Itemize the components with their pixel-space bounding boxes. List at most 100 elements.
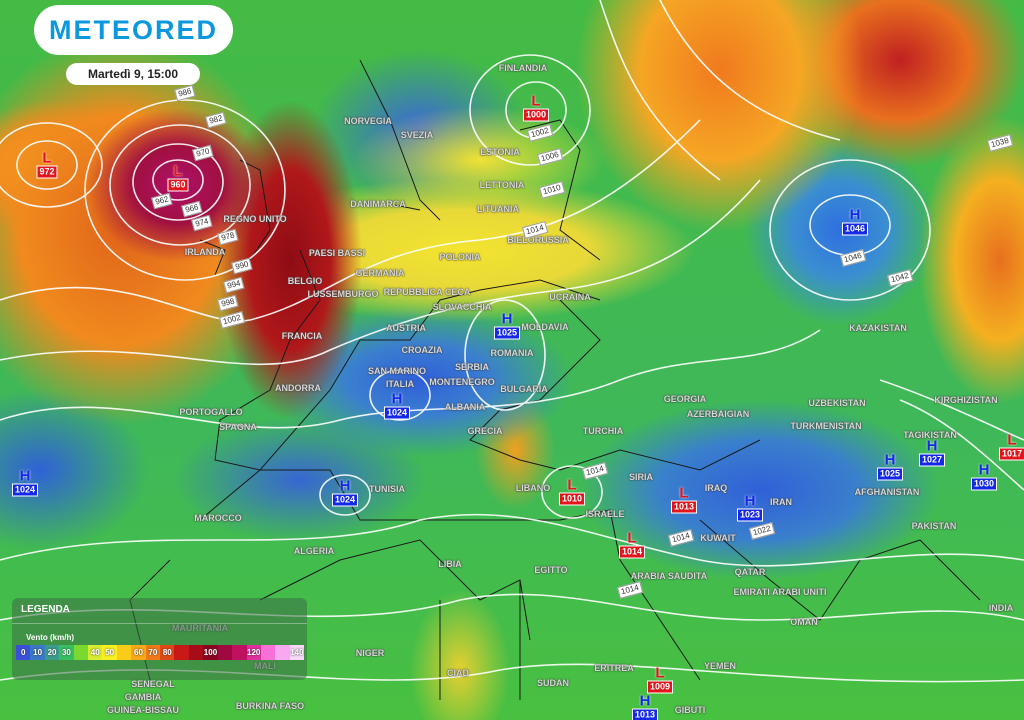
pressure-letter: H bbox=[978, 461, 990, 479]
country-label: KIRGHIZISTAN bbox=[934, 395, 998, 405]
legend-step bbox=[275, 645, 290, 660]
country-label: BULGARIA bbox=[500, 384, 548, 394]
legend-step: 10 bbox=[30, 645, 45, 660]
country-label: AUSTRIA bbox=[386, 323, 426, 333]
country-label: AFGHANISTAN bbox=[854, 487, 920, 497]
country-label: BURKINA FASO bbox=[235, 701, 305, 711]
country-label: KUWAIT bbox=[700, 533, 736, 543]
country-label: LIBANO bbox=[515, 483, 551, 493]
low-pressure-center[interactable]: L 1013 bbox=[670, 484, 698, 514]
high-pressure-center[interactable]: H 1024 bbox=[331, 477, 359, 507]
country-label: ALBANIA bbox=[444, 402, 486, 412]
high-pressure-center[interactable]: H 1027 bbox=[918, 439, 946, 467]
pressure-value: 1046 bbox=[841, 222, 869, 236]
country-label: ANDORRA bbox=[275, 383, 321, 393]
pressure-letter: L bbox=[679, 484, 689, 502]
legend-step: 80 bbox=[160, 645, 175, 660]
high-pressure-center[interactable]: H 1024 bbox=[383, 392, 411, 420]
pressure-letter: L bbox=[42, 149, 52, 167]
low-pressure-center[interactable]: L 1017 bbox=[998, 433, 1024, 461]
high-pressure-center[interactable]: H 1013 bbox=[631, 692, 659, 720]
low-pressure-center[interactable]: L 1010 bbox=[558, 476, 586, 506]
country-label: TAGIKISTAN bbox=[903, 430, 957, 440]
legend-panel: LEGENDA Vento (km/h) 0 10 20 30 40 50 60 70 80 10… bbox=[12, 598, 307, 680]
high-pressure-center[interactable]: H 1024 bbox=[11, 467, 39, 497]
pressure-value: 1024 bbox=[11, 483, 39, 497]
country-label: BELGIO bbox=[287, 276, 323, 286]
high-pressure-center[interactable]: H 1025 bbox=[876, 451, 904, 481]
meteored-logo[interactable]: METEORED bbox=[34, 5, 233, 55]
pressure-value: 1013 bbox=[670, 500, 698, 514]
country-label: IRAQ bbox=[704, 483, 728, 493]
legend-step: 20 bbox=[44, 645, 60, 660]
country-label: ROMANIA bbox=[490, 348, 534, 358]
high-pressure-center[interactable]: H 1046 bbox=[841, 206, 869, 236]
high-pressure-center[interactable]: H 1025 bbox=[493, 310, 521, 340]
country-label: TURKMENISTAN bbox=[790, 421, 862, 431]
country-label: PORTOGALLO bbox=[179, 407, 243, 417]
country-label: FINLANDIA bbox=[498, 63, 548, 73]
country-label: ALGERIA bbox=[293, 546, 335, 556]
pressure-letter: H bbox=[884, 451, 896, 469]
high-pressure-center[interactable]: H 1023 bbox=[736, 494, 764, 522]
country-label: DANIMARCA bbox=[350, 199, 406, 209]
country-label: ARABIA SAUDITA bbox=[630, 571, 708, 581]
legend-step bbox=[116, 645, 132, 660]
pressure-letter: H bbox=[639, 692, 651, 710]
country-label: SLOVACCHIA bbox=[432, 302, 492, 312]
legend-step bbox=[217, 645, 233, 660]
legend-step: 40 bbox=[88, 645, 103, 660]
low-pressure-center[interactable]: L 1009 bbox=[646, 664, 674, 694]
pressure-letter: L bbox=[627, 529, 637, 547]
country-label: INDIA bbox=[988, 603, 1014, 613]
pressure-value: 1030 bbox=[970, 477, 998, 491]
country-label: CROAZIA bbox=[401, 345, 443, 355]
country-label: NIGER bbox=[355, 648, 385, 658]
pressure-value: 1014 bbox=[618, 545, 646, 559]
country-label: LUSSEMBURGO bbox=[307, 289, 379, 299]
pressure-value: 1010 bbox=[558, 492, 586, 506]
country-label: IRLANDA bbox=[184, 247, 226, 257]
low-pressure-center[interactable]: L 972 bbox=[36, 149, 58, 179]
low-pressure-center[interactable]: L 1014 bbox=[618, 529, 646, 559]
country-label: FRANCIA bbox=[281, 331, 323, 341]
legend-step: 140 bbox=[289, 645, 305, 660]
legend-step: 0 bbox=[16, 645, 31, 660]
country-label: NORVEGIA bbox=[344, 116, 392, 126]
pressure-letter: L bbox=[567, 476, 577, 494]
country-label: MAROCCO bbox=[194, 513, 242, 523]
pressure-value: 1017 bbox=[998, 447, 1024, 461]
country-label: LIBIA bbox=[438, 559, 462, 569]
country-label: KAZAKISTAN bbox=[849, 323, 907, 333]
legend-divider bbox=[12, 623, 307, 624]
legend-step bbox=[232, 645, 247, 660]
country-label: GEORGIA bbox=[663, 394, 707, 404]
country-label: AZERBAIGIAN bbox=[686, 409, 750, 419]
pressure-letter: H bbox=[501, 310, 513, 328]
country-label: UCRAINA bbox=[549, 292, 591, 302]
low-pressure-center[interactable]: L 1000 bbox=[522, 94, 550, 122]
pressure-letter: H bbox=[19, 467, 31, 485]
high-pressure-center[interactable]: H 1030 bbox=[970, 461, 998, 491]
pressure-value: 1025 bbox=[493, 326, 521, 340]
country-label: LETTONIA bbox=[479, 180, 525, 190]
pressure-letter: H bbox=[339, 477, 351, 495]
country-label: MONTENEGRO bbox=[429, 377, 495, 387]
pressure-value: 960 bbox=[167, 178, 189, 192]
country-label: ESTONIA bbox=[480, 147, 520, 157]
country-label: LITUANIA bbox=[477, 204, 519, 214]
country-label: TUNISIA bbox=[369, 484, 405, 494]
country-label: ERITREA bbox=[594, 663, 634, 673]
country-label: SERBIA bbox=[454, 362, 490, 372]
pressure-value: 972 bbox=[36, 165, 58, 179]
country-label: OMAN bbox=[790, 617, 818, 627]
country-label: IRAN bbox=[770, 497, 792, 507]
country-label: QATAR bbox=[734, 567, 766, 577]
pressure-letter: H bbox=[849, 206, 861, 224]
country-label: GUINEA-BISSAU bbox=[106, 705, 180, 715]
low-pressure-center[interactable]: L 960 bbox=[167, 164, 189, 192]
country-label: PAKISTAN bbox=[911, 521, 957, 531]
legend-step bbox=[174, 645, 189, 660]
pressure-letter: L bbox=[655, 664, 665, 682]
country-label: EGITTO bbox=[534, 565, 568, 575]
